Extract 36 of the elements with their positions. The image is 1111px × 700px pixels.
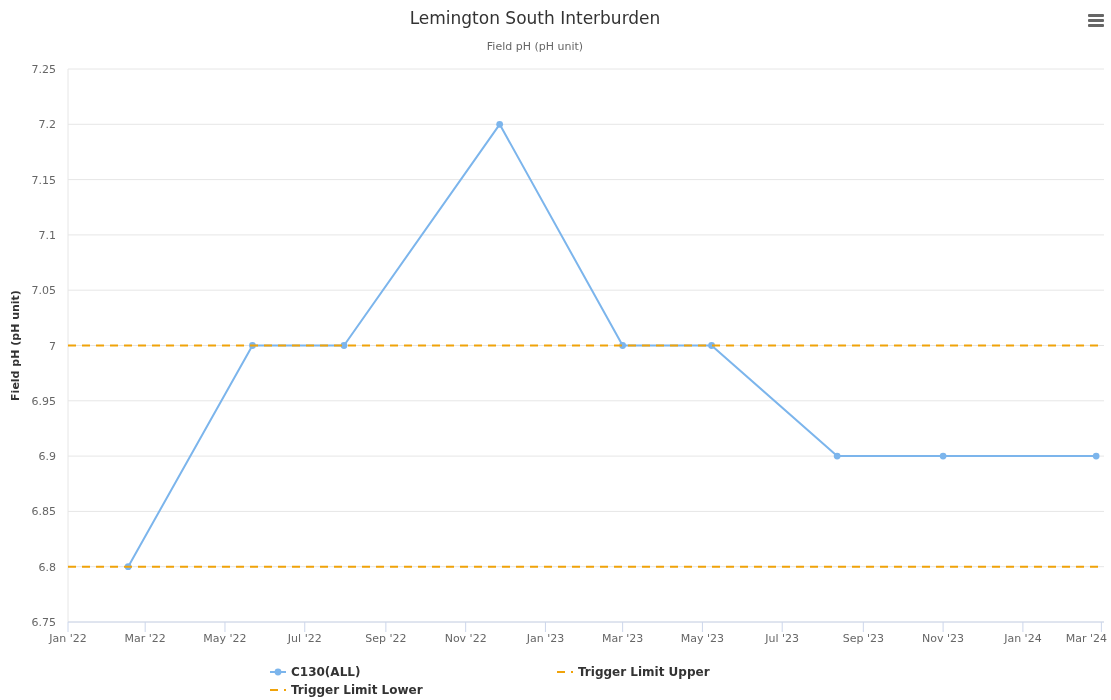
y-tick-label: 7.2: [38, 118, 56, 132]
x-tick-label: Jan '24: [1003, 632, 1042, 645]
y-tick-label: 7: [49, 339, 56, 353]
chart-title: Lemington South Interburden: [409, 8, 661, 28]
x-tick-label: Nov '22: [444, 632, 487, 645]
point: [833, 452, 841, 460]
x-tick-label: Jan '22: [48, 632, 87, 645]
point: [496, 120, 504, 128]
y-tick-label: 7.15: [31, 173, 56, 187]
y-tick-label: 7.1: [38, 228, 56, 242]
y-tick-label: 7.05: [31, 284, 56, 298]
legend-label: Trigger Limit Upper: [578, 665, 710, 679]
y-tick-label: 6.85: [31, 505, 56, 519]
x-tick-label: Jan '23: [525, 632, 565, 645]
x-tick-label: Mar '24: [1065, 632, 1107, 645]
y-tick-label: 6.75: [31, 616, 56, 629]
legend-label: Trigger Limit Lower: [291, 683, 423, 697]
legend-label: C130(ALL): [291, 665, 361, 679]
y-tick-label: 6.8: [38, 560, 56, 574]
x-tick-label: Jul '23: [764, 632, 800, 645]
x-tick-label: May '22: [203, 632, 247, 645]
x-tick-label: May '23: [680, 632, 725, 645]
x-tick-label: Mar '22: [124, 632, 166, 645]
point: [340, 342, 348, 349]
chart-subtitle: Field pH (pH unit): [486, 40, 584, 53]
y-axis-title: Field pH (pH unit): [9, 290, 22, 401]
y-tick-label: 6.95: [31, 394, 56, 408]
point: [939, 452, 947, 460]
x-tick-label: Mar '23: [601, 632, 644, 645]
y-tick-label: 6.9: [38, 450, 56, 464]
y-tick-label: 7.25: [31, 63, 56, 76]
x-tick-label: Sep '22: [365, 632, 407, 645]
x-tick-label: Sep '23: [842, 632, 884, 645]
x-tick-label: Jul '22: [286, 632, 322, 645]
point: [1092, 452, 1100, 460]
x-tick-label: Nov '23: [922, 632, 965, 645]
